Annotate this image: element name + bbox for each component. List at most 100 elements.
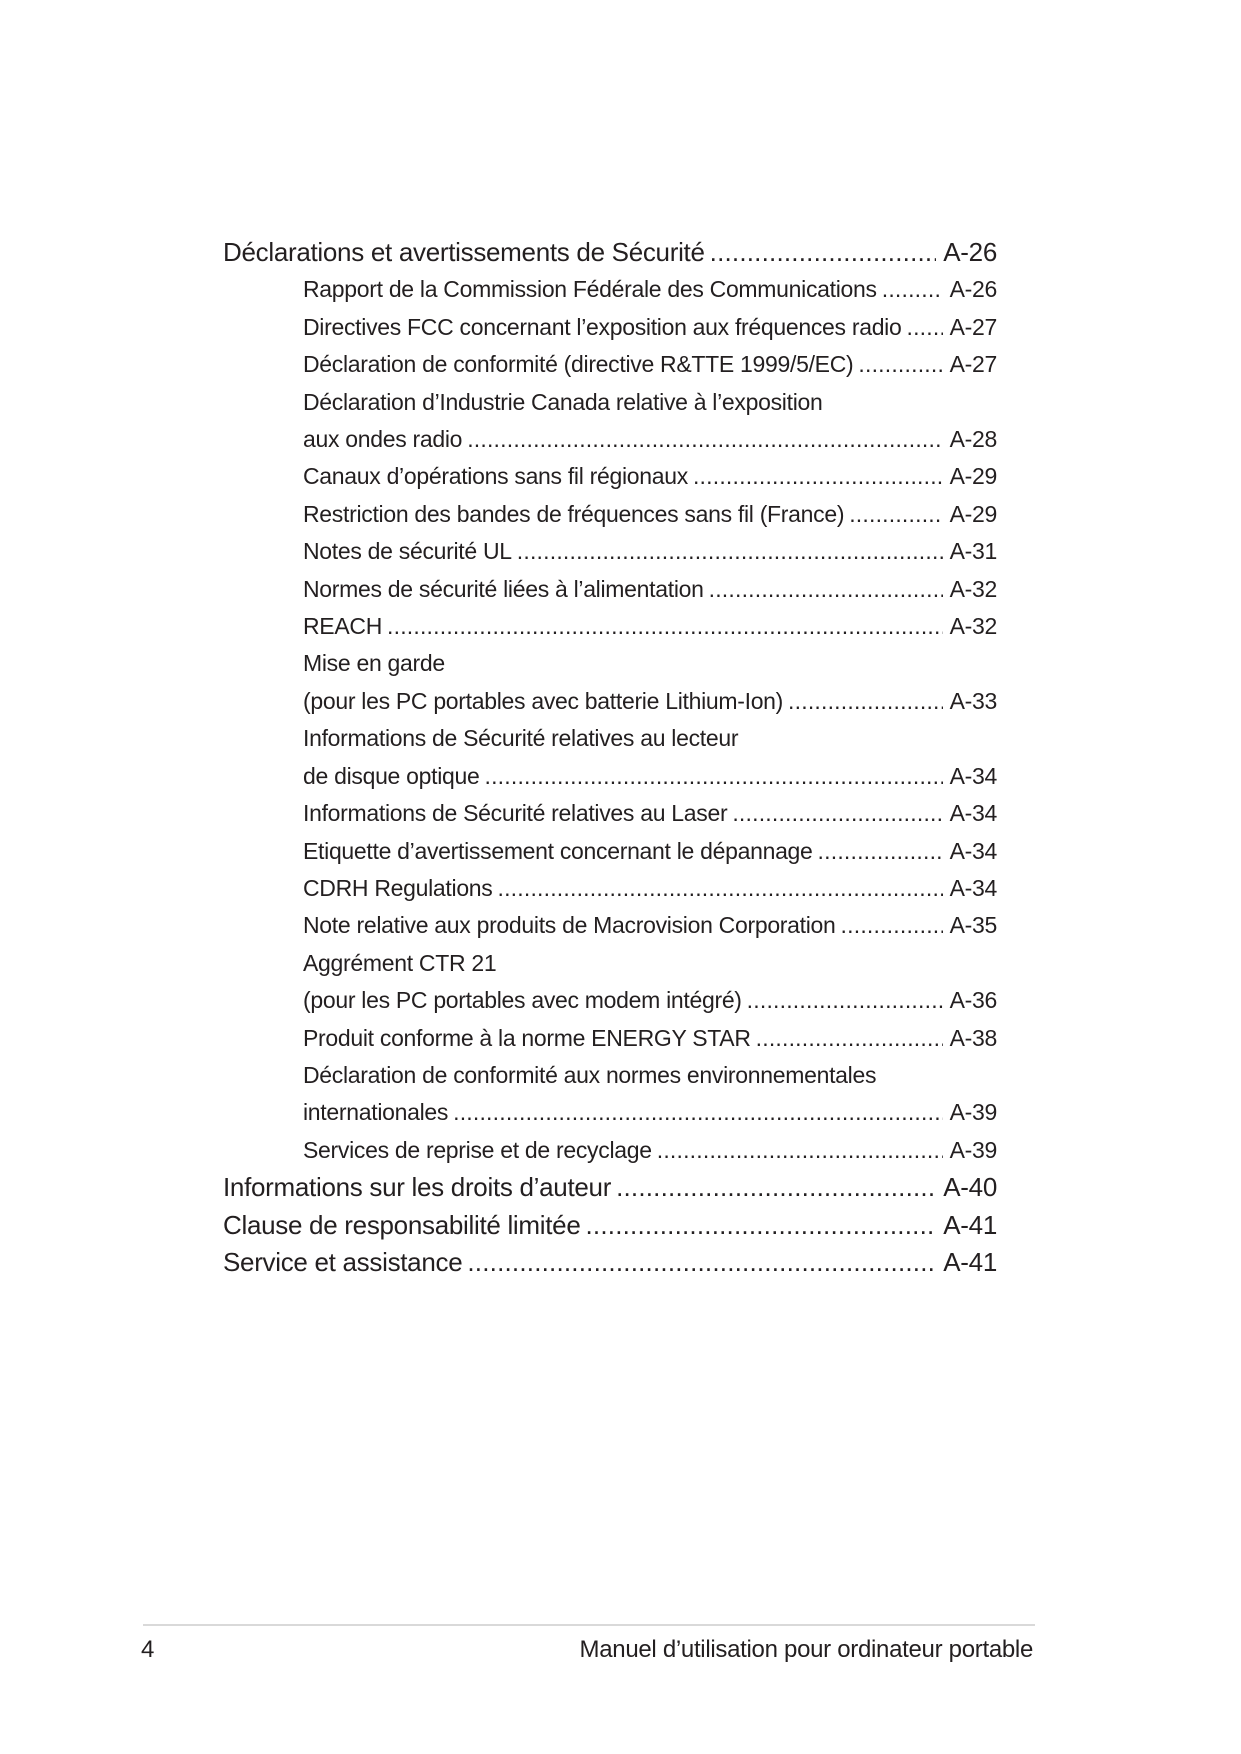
toc-page-number: A-34	[949, 762, 998, 789]
toc-page-number: A-26	[949, 276, 998, 303]
toc-dot-leader	[747, 982, 943, 1019]
toc-line: Normes de sécurité liées à l’alimentatio…	[303, 571, 997, 608]
toc-dot-leader	[818, 833, 943, 870]
toc-page-number: A-34	[949, 874, 998, 901]
toc-entry-sub: Rapport de la Commission Fédérale des Co…	[303, 271, 997, 308]
toc-entry-sub: Canaux d’opérations sans fil régionaux A-…	[303, 458, 997, 495]
toc-line: Directives FCC concernant l’exposition a…	[303, 309, 997, 346]
toc-line: Restriction des bandes de fréquences san…	[303, 496, 997, 533]
toc-dot-leader	[709, 571, 943, 608]
toc-page-number: A-27	[949, 313, 998, 340]
toc-line: Services de reprise et de recyclage A-39	[303, 1132, 997, 1169]
toc-entry-sub: Informations de Sécurité relatives au le…	[303, 720, 997, 795]
toc-dot-leader	[788, 683, 943, 720]
toc-entry-label: Déclaration d’Industrie Canada relative …	[303, 388, 823, 415]
toc-entry-label: Restriction des bandes de fréquences san…	[303, 500, 845, 527]
toc-line: internationales A-39	[303, 1094, 997, 1131]
toc-dot-leader	[906, 309, 942, 346]
toc-entry-label: CDRH Regulations	[303, 874, 493, 901]
toc-line: aux ondes radio A-28	[303, 421, 997, 458]
toc-page-number: A-39	[949, 1099, 998, 1126]
toc-page-number: A-31	[949, 538, 998, 565]
toc-page-number: A-35	[949, 912, 998, 939]
toc-line: Notes de sécurité UL A-31	[303, 533, 997, 570]
toc-entry-sub: CDRH Regulations A-34	[303, 870, 997, 907]
toc-entry-label: Etiquette d’avertissement concernant le …	[303, 837, 813, 864]
toc-page-number: A-32	[949, 575, 998, 602]
toc-page-number: A-39	[949, 1136, 998, 1163]
toc-page-number: A-26	[943, 237, 997, 267]
toc-line: REACH A-32	[303, 608, 997, 645]
toc-line: Déclaration de conformité (directive R&T…	[303, 346, 997, 383]
toc-entry-top: Clause de responsabilité limitée A-41	[223, 1207, 997, 1244]
toc-entry-label: Rapport de la Commission Fédérale des Co…	[303, 276, 877, 303]
toc-line: Note relative aux produits de Macrovisio…	[303, 907, 997, 944]
toc-entry-label: Service et assistance	[223, 1246, 463, 1277]
toc-entry-label: Déclaration de conformité aux normes env…	[303, 1061, 877, 1088]
toc-page-number: A-32	[949, 613, 998, 640]
footer-divider	[143, 1624, 1035, 1626]
toc-entry-label: Notes de sécurité UL	[303, 538, 512, 565]
toc-dot-leader	[849, 496, 942, 533]
toc-entry-sub: Directives FCC concernant l’exposition a…	[303, 309, 997, 346]
toc-dot-leader	[657, 1132, 943, 1169]
toc-entry-sub: REACH A-32	[303, 608, 997, 645]
toc-page-number: A-29	[949, 463, 998, 490]
toc-dot-leader	[467, 421, 942, 458]
toc-entry-sub: Etiquette d’avertissement concernant le …	[303, 833, 997, 870]
toc-dot-leader	[693, 458, 943, 495]
toc-entry-label: Informations sur les droits d’auteur	[223, 1172, 612, 1203]
toc-dot-leader	[453, 1094, 943, 1131]
toc-dot-leader	[485, 758, 943, 795]
toc-dot-leader	[841, 907, 943, 944]
toc-dot-leader	[586, 1207, 937, 1244]
toc-dot-leader	[467, 1244, 936, 1281]
toc-page-number: A-34	[949, 837, 998, 864]
toc-line: Informations sur les droits d’auteur A-40	[223, 1169, 997, 1206]
toc-line: Mise en garde	[303, 645, 997, 682]
toc-entry-sub: Services de reprise et de recyclage A-39	[303, 1132, 997, 1169]
toc-entry-label: Déclarations et avertissements de Sécuri…	[223, 237, 705, 267]
toc-line: Rapport de la Commission Fédérale des Co…	[303, 271, 997, 308]
toc-line: Déclarations et avertissements de Sécuri…	[223, 234, 997, 271]
toc-entry-label: Services de reprise et de recyclage	[303, 1136, 652, 1163]
toc-entry-sub: Déclaration de conformité aux normes env…	[303, 1057, 997, 1132]
toc-page-number: A-41	[943, 1209, 997, 1240]
toc-page-number: A-40	[943, 1172, 997, 1203]
toc-entry-label: Clause de responsabilité limitée	[223, 1209, 581, 1240]
toc-page-number: A-28	[949, 426, 998, 453]
toc-line: de disque optique A-34	[303, 758, 997, 795]
toc-entry-label: Produit conforme à la norme ENERGY STAR	[303, 1024, 751, 1051]
toc-entry-sub: Déclaration de conformité (directive R&T…	[303, 346, 997, 383]
toc-entry-label: (pour les PC portables avec modem intégr…	[303, 987, 742, 1014]
toc-line: Déclaration de conformité aux normes env…	[303, 1057, 997, 1094]
toc-line: Déclaration d’Industrie Canada relative …	[303, 384, 997, 421]
toc-line: Canaux d’opérations sans fil régionaux A-…	[303, 458, 997, 495]
toc-dot-leader	[882, 271, 943, 308]
toc-entry-sub: Aggrément CTR 21 (pour les PC portables a…	[303, 945, 997, 1020]
toc-page-number: A-38	[949, 1024, 998, 1051]
toc-line: Produit conforme à la norme ENERGY STAR A…	[303, 1020, 997, 1057]
toc-dot-leader	[616, 1169, 936, 1206]
toc-entry-sub: Informations de Sécurité relatives au La…	[303, 795, 997, 832]
toc-entry-label: Aggrément CTR 21	[303, 949, 497, 976]
toc-entry-label: Déclaration de conformité (directive R&T…	[303, 351, 854, 378]
toc-entry-top: Déclarations et avertissements de Sécuri…	[223, 234, 997, 271]
toc-entry-label: aux ondes radio	[303, 426, 463, 453]
toc-entry-sub: Restriction des bandes de fréquences san…	[303, 496, 997, 533]
toc-dot-leader	[756, 1020, 943, 1057]
toc-dot-leader	[710, 234, 937, 271]
footer-manual-title: Manuel d’utilisation pour ordinateur por…	[579, 1636, 1034, 1663]
toc-entry-sub: Mise en garde (pour les PC portables avec…	[303, 645, 997, 720]
toc-line: Service et assistance A-41	[223, 1244, 997, 1281]
toc-dot-leader	[732, 795, 942, 832]
toc-entry-sub: Notes de sécurité UL A-31	[303, 533, 997, 570]
toc-entry-sub: Note relative aux produits de Macrovisio…	[303, 907, 997, 944]
toc-dot-leader	[498, 870, 943, 907]
toc-line: Aggrément CTR 21	[303, 945, 997, 982]
toc-line: Informations de Sécurité relatives au La…	[303, 795, 997, 832]
toc-line: Clause de responsabilité limitée A-41	[223, 1207, 997, 1244]
toc-entry-label: Directives FCC concernant l’exposition a…	[303, 313, 902, 340]
toc-entry-label: internationales	[303, 1099, 449, 1126]
